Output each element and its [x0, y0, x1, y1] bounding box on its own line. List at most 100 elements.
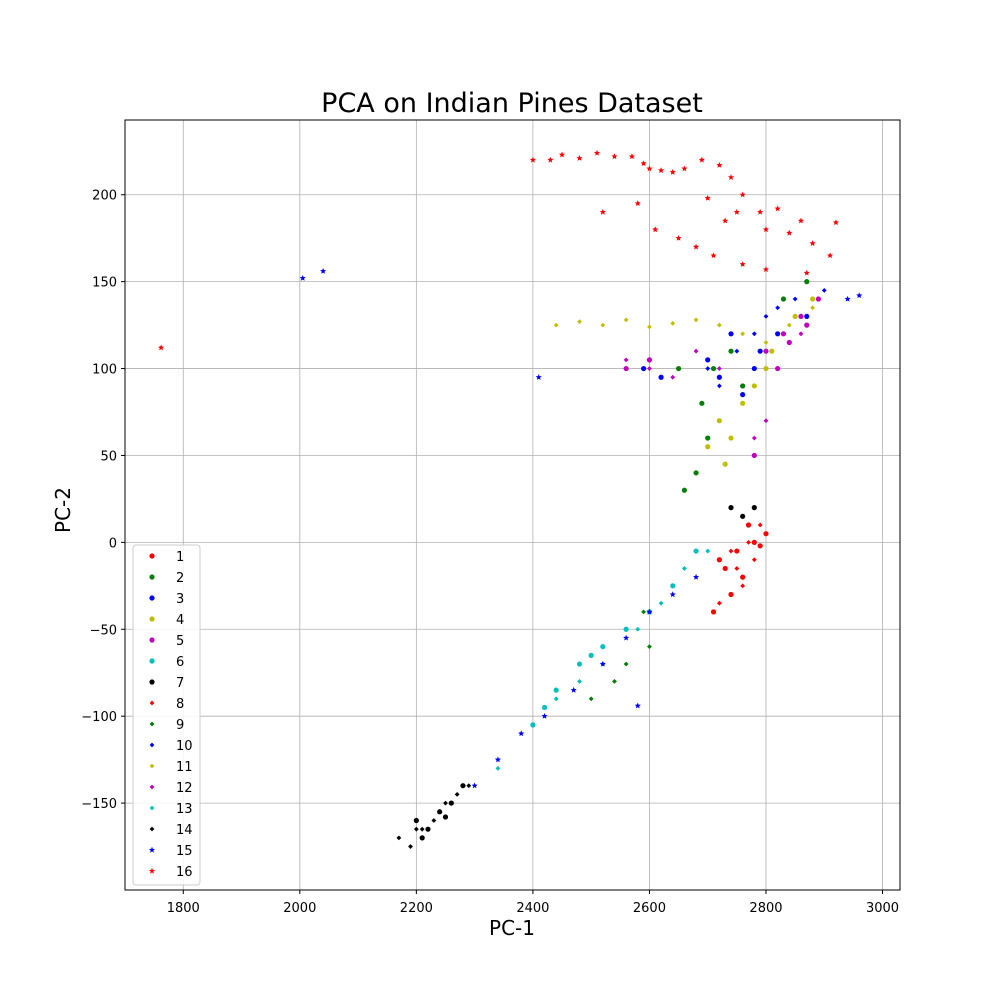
series-5	[623, 296, 822, 459]
data-point	[577, 319, 582, 325]
legend-label: 10	[176, 739, 193, 754]
data-point	[727, 174, 735, 180]
series-11	[553, 305, 815, 345]
data-point	[670, 374, 676, 380]
data-point	[739, 261, 746, 267]
data-point	[716, 600, 722, 606]
data-point	[751, 365, 757, 372]
data-point	[443, 800, 448, 806]
data-point	[775, 305, 781, 311]
plot-area-frame	[124, 119, 901, 891]
data-point	[652, 226, 659, 233]
data-point	[762, 266, 770, 273]
series-6	[530, 548, 699, 728]
series-7	[413, 505, 757, 841]
data-point	[553, 696, 559, 702]
data-point	[716, 557, 722, 563]
data-point	[739, 191, 746, 198]
legend-item: 15	[148, 844, 193, 859]
data-point	[693, 243, 700, 250]
data-point	[623, 317, 629, 323]
data-point	[763, 531, 769, 537]
y-axis-label: PC-2	[51, 487, 75, 533]
data-point	[728, 548, 734, 554]
data-point	[408, 844, 413, 849]
data-point	[705, 357, 711, 363]
data-point	[413, 817, 419, 824]
data-point	[821, 287, 827, 293]
legend-label: 6	[176, 655, 184, 670]
data-point	[442, 814, 449, 820]
data-point	[681, 566, 687, 571]
data-point	[728, 331, 734, 337]
data-point	[570, 686, 577, 693]
data-point	[792, 313, 798, 320]
data-point	[798, 331, 804, 337]
data-point	[437, 809, 443, 815]
data-point	[786, 339, 792, 346]
data-point	[751, 557, 757, 563]
chart-title: PCA on Indian Pines Dataset	[321, 88, 703, 119]
data-point	[494, 756, 501, 763]
data-point	[710, 365, 717, 372]
data-point	[774, 205, 781, 212]
data-point	[763, 365, 769, 372]
data-point	[775, 331, 781, 337]
legend-item: 7	[149, 676, 184, 691]
legend-label: 14	[176, 823, 193, 838]
legend-marker	[149, 742, 155, 748]
data-point	[646, 608, 653, 615]
data-point	[740, 331, 746, 337]
data-point	[577, 679, 582, 684]
data-point	[734, 348, 740, 354]
data-point	[599, 660, 606, 667]
data-point	[698, 156, 705, 163]
legend-label: 5	[176, 634, 184, 649]
data-point	[740, 400, 746, 406]
legend-marker	[148, 846, 156, 853]
legend-item: 14	[149, 823, 193, 838]
data-point	[762, 226, 770, 233]
series-8	[716, 522, 769, 606]
x-tick-label: 2600	[633, 901, 666, 916]
data-point	[658, 600, 664, 606]
data-point	[669, 168, 676, 175]
data-point	[757, 208, 764, 215]
data-point	[734, 566, 740, 571]
data-point	[396, 835, 402, 841]
legend-box	[132, 544, 201, 886]
x-tick-label: 2000	[283, 901, 316, 916]
grid-lines	[125, 120, 900, 890]
x-tick-label: 2800	[749, 901, 782, 916]
series-4	[705, 296, 816, 467]
data-point	[763, 314, 769, 319]
data-point	[541, 712, 548, 719]
x-tick-label: 2400	[516, 901, 549, 916]
legend-marker	[149, 700, 155, 706]
series-15	[299, 268, 863, 789]
data-point	[751, 435, 757, 441]
legend-item: 11	[149, 760, 193, 775]
data-point	[710, 252, 717, 259]
series-12	[623, 331, 804, 441]
data-point	[681, 487, 687, 493]
data-point	[728, 591, 734, 598]
data-point	[623, 357, 629, 363]
data-point	[425, 826, 431, 832]
data-point	[699, 400, 705, 406]
data-point	[553, 322, 559, 328]
data-point	[641, 609, 647, 615]
data-point	[804, 313, 810, 320]
data-point	[600, 644, 606, 650]
data-point	[705, 435, 711, 441]
data-point	[495, 765, 501, 771]
data-point	[681, 165, 688, 172]
data-point	[728, 505, 734, 511]
data-point	[641, 365, 647, 372]
data-point	[634, 200, 641, 207]
data-point	[745, 522, 752, 528]
data-point	[530, 722, 536, 728]
data-point	[612, 679, 617, 684]
